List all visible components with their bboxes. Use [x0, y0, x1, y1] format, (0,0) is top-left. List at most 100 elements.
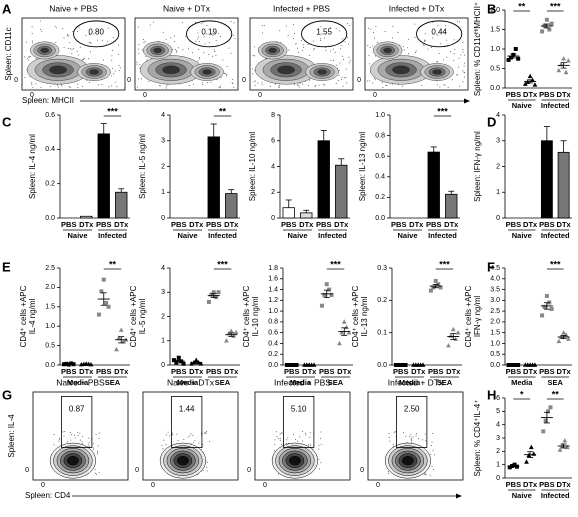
event-dot: [252, 73, 254, 75]
event-dot: [40, 28, 42, 30]
event-dot: [97, 452, 99, 454]
event-dot: [76, 31, 78, 33]
event-dot: [372, 82, 374, 84]
y-axis-label: CD4⁺ cells +APC: [19, 285, 28, 347]
event-dot: [261, 25, 263, 27]
event-dot: [224, 73, 226, 75]
event-dot: [79, 432, 81, 434]
y-tick-label: 0.5: [490, 351, 500, 358]
y-tick-label: 0.2: [268, 351, 278, 358]
event-dot: [83, 57, 85, 59]
event-dot: [119, 67, 121, 69]
event-dot: [261, 84, 263, 86]
event-dot: [369, 63, 371, 65]
event-dot: [388, 432, 390, 434]
event-dot: [32, 87, 34, 89]
event-dot: [31, 26, 33, 28]
event-dot: [136, 86, 138, 88]
y-tick-label: 2.0: [490, 7, 500, 14]
gate: [61, 395, 93, 448]
event-dot: [318, 458, 320, 460]
y-tick-label: 1: [496, 462, 500, 469]
y-axis-label: IL-5 ng/ml: [138, 298, 147, 334]
zero-tick: 0: [258, 92, 262, 99]
event-dot: [281, 432, 283, 434]
event-dot: [107, 27, 109, 29]
event-dot: [185, 35, 187, 37]
x-tick-label: DTx: [411, 367, 426, 376]
event-dot: [202, 443, 204, 445]
event-dot: [410, 441, 412, 443]
data-point: [337, 340, 342, 346]
event-dot: [149, 24, 151, 26]
event-dot: [294, 32, 296, 34]
x-tick-label: DTx: [557, 480, 572, 489]
event-dot: [210, 81, 212, 83]
event-dot: [97, 453, 99, 455]
event-dot: [173, 41, 175, 43]
event-dot: [31, 33, 33, 35]
group-label: Media: [511, 378, 533, 387]
event-dot: [31, 84, 33, 86]
event-dot: [373, 77, 375, 79]
event-dot: [462, 70, 464, 72]
y-tick-label: 2.0: [45, 284, 55, 291]
event-dot: [199, 40, 201, 42]
event-dot: [339, 62, 341, 64]
event-dot: [93, 449, 95, 451]
event-dot: [412, 436, 414, 438]
plot-title: Naive + PBS: [56, 377, 105, 387]
event-dot: [309, 443, 311, 445]
event-dot: [436, 84, 438, 86]
event-dot: [63, 37, 65, 39]
event-dot: [197, 60, 199, 62]
data-point: [446, 343, 451, 348]
event-dot: [285, 25, 287, 27]
event-dot: [257, 82, 259, 84]
event-dot: [98, 437, 100, 439]
gate: [186, 20, 233, 48]
y-tick-label: 4: [161, 112, 165, 119]
event-dot: [316, 33, 318, 35]
data-point: [189, 361, 194, 366]
event-dot: [208, 53, 210, 55]
y-tick-label: 0.0: [490, 85, 500, 92]
event-dot: [97, 445, 99, 447]
event-dot: [81, 435, 83, 437]
event-dot: [410, 437, 412, 439]
x-tick-label: PBS: [426, 220, 441, 229]
event-dot: [325, 49, 327, 51]
data-point: [114, 346, 119, 352]
zero-tick: 0: [14, 77, 18, 84]
event-dot: [161, 444, 163, 446]
event-dot: [341, 76, 343, 78]
event-dot: [432, 450, 434, 452]
data-point: [214, 295, 219, 300]
y-tick-label: 0.4: [375, 174, 385, 181]
gate-value: 0.44: [431, 28, 447, 37]
event-dot: [430, 47, 432, 49]
event-dot: [319, 39, 321, 41]
y-tick-label: 0: [271, 215, 275, 222]
significance-label: **: [518, 1, 526, 11]
y-tick-label: 3: [161, 138, 165, 145]
event-dot: [60, 84, 62, 86]
density-contour: [268, 47, 277, 54]
data-point: [174, 360, 179, 365]
event-dot: [118, 65, 120, 67]
event-dot: [295, 439, 297, 441]
y-tick-label: 0.6: [375, 153, 385, 160]
event-dot: [174, 35, 176, 37]
event-dot: [62, 431, 64, 433]
event-dot: [302, 431, 304, 433]
event-dot: [58, 440, 60, 442]
event-dot: [77, 87, 79, 89]
event-dot: [111, 85, 113, 87]
event-dot: [92, 447, 94, 449]
group-label: Infected: [541, 231, 570, 240]
event-dot: [443, 32, 445, 34]
event-dot: [203, 52, 205, 54]
event-dot: [296, 47, 298, 49]
event-dot: [348, 56, 350, 58]
x-tick-label: PBS: [281, 220, 296, 229]
